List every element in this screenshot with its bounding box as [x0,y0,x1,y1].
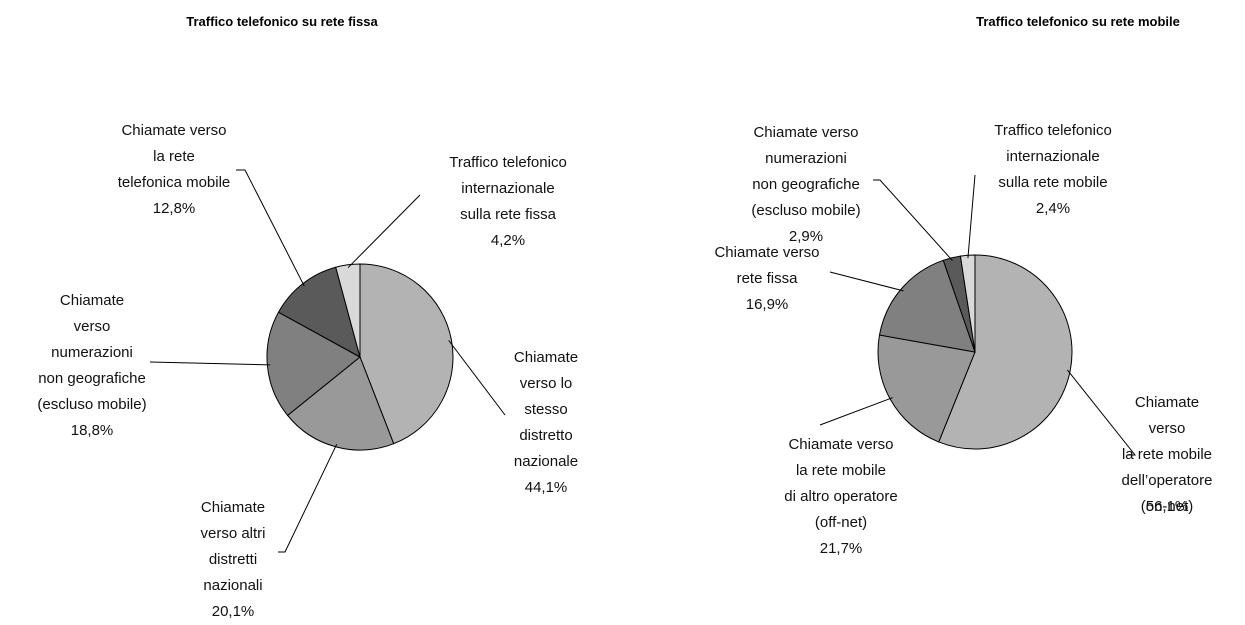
page: {"chart_data": [ {"type": "pie", "title"… [37,14,1213,620]
leader-line [873,179,953,261]
value-label: 16,9% [745,296,789,313]
leader-line [1066,369,1137,456]
leader-line [278,443,338,553]
value-label: 2,9% [788,228,824,245]
value-label: 56,1% [1145,498,1189,515]
chart-title: Traffico telefonico su rete mobile [976,14,1180,29]
slice-label: Chiamate verso la rete mobile dell’opera… [1121,394,1213,515]
leader-line [967,174,976,259]
slice-label: Chiamate verso la rete telefonica mobile [117,122,231,191]
slice-label: Chiamate verso altri distretti nazionali [200,499,266,594]
value-label: 44,1% [524,479,568,496]
value-label: 2,4% [1035,200,1071,217]
pie-slice [938,254,1073,450]
slice-label: Traffico telefonico internazionale sulla… [994,122,1112,191]
leader-line [829,271,904,292]
pie-slice [286,356,395,451]
value-label: 21,7% [819,540,863,557]
slice-label: Chiamate verso lo stesso distretto nazio… [513,349,579,470]
charts [149,169,1137,553]
value-label: 12,8% [152,200,196,217]
value-label: 4,2% [490,232,526,249]
leader-line [236,169,305,287]
leader-line [347,194,421,268]
slice-label: Traffico telefonico internazionale sulla… [449,154,567,223]
slice-label: Chiamate verso la rete mobile di altro o… [784,436,898,531]
value-label: 20,1% [211,603,255,620]
slice-label: Chiamate verso numerazioni non geografic… [37,292,147,413]
pie-slice [277,266,361,359]
leader-line [819,397,893,426]
chart-title: Traffico telefonico su rete fissa [186,14,378,29]
value-label: 18,8% [70,422,114,439]
slice-label: Chiamate verso numerazioni non geografic… [751,124,861,219]
leader-line [448,340,506,416]
leader-line [149,361,271,366]
pie-slice [335,263,361,358]
pie-slice [359,263,454,445]
slice-label: Chiamate verso rete fissa [714,244,820,287]
